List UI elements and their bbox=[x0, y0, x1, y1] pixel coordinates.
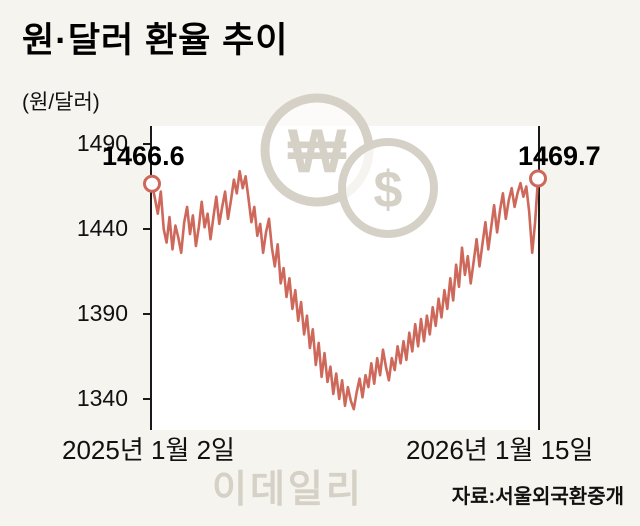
end-point-marker bbox=[529, 169, 547, 188]
y-axis-tick-label: 1490 bbox=[76, 130, 128, 156]
start-value-label: 1466.6 bbox=[102, 141, 185, 171]
x-axis-start-label: 2025년 1월 2일 bbox=[62, 435, 235, 465]
source-label: 자료:서울외국환중개 bbox=[451, 486, 624, 508]
y-axis-unit-label: (원/달러) bbox=[22, 91, 100, 114]
end-value-label: 1469.7 bbox=[518, 141, 601, 171]
dollar-watermark-icon: $ bbox=[338, 138, 438, 238]
exchange-rate-line bbox=[150, 169, 540, 411]
x-axis-end-label: 2026년 1월 15일 bbox=[406, 435, 594, 465]
y-axis-ticks bbox=[143, 143, 151, 400]
y-axis-tick-label: 1390 bbox=[76, 300, 128, 326]
svg-text:$: $ bbox=[374, 161, 403, 219]
start-point-marker bbox=[143, 174, 161, 193]
edaily-logo-watermark: 이데일리 bbox=[212, 469, 364, 511]
svg-text:₩: ₩ bbox=[288, 118, 347, 187]
y-axis-tick-label: 1440 bbox=[76, 215, 128, 241]
chart-title: 원·달러 환율 추이 bbox=[22, 21, 289, 60]
y-axis-tick-label: 1340 bbox=[76, 385, 128, 411]
